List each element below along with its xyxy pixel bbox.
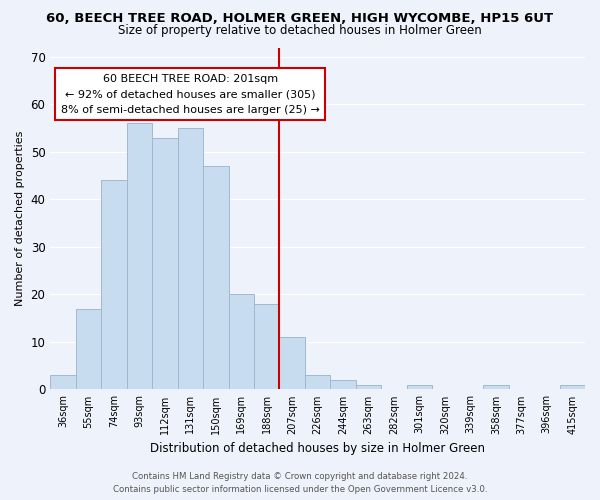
Text: Size of property relative to detached houses in Holmer Green: Size of property relative to detached ho… [118, 24, 482, 37]
Bar [203, 166, 229, 390]
Text: 60 BEECH TREE ROAD: 201sqm
← 92% of detached houses are smaller (305)
8% of semi: 60 BEECH TREE ROAD: 201sqm ← 92% of deta… [61, 74, 320, 115]
Bar [229, 294, 254, 390]
Bar [356, 384, 382, 390]
Text: 60, BEECH TREE ROAD, HOLMER GREEN, HIGH WYCOMBE, HP15 6UT: 60, BEECH TREE ROAD, HOLMER GREEN, HIGH … [46, 12, 554, 26]
X-axis label: Distribution of detached houses by size in Holmer Green: Distribution of detached houses by size … [150, 442, 485, 455]
Bar [280, 337, 305, 390]
Bar [152, 138, 178, 390]
Bar [178, 128, 203, 390]
Bar [483, 384, 509, 390]
Bar [50, 375, 76, 390]
Bar [305, 375, 331, 390]
Bar [254, 304, 280, 390]
Text: Contains HM Land Registry data © Crown copyright and database right 2024.
Contai: Contains HM Land Registry data © Crown c… [113, 472, 487, 494]
Y-axis label: Number of detached properties: Number of detached properties [15, 131, 25, 306]
Bar [127, 124, 152, 390]
Bar [76, 308, 101, 390]
Bar [407, 384, 432, 390]
Bar [331, 380, 356, 390]
Bar [101, 180, 127, 390]
Bar [560, 384, 585, 390]
